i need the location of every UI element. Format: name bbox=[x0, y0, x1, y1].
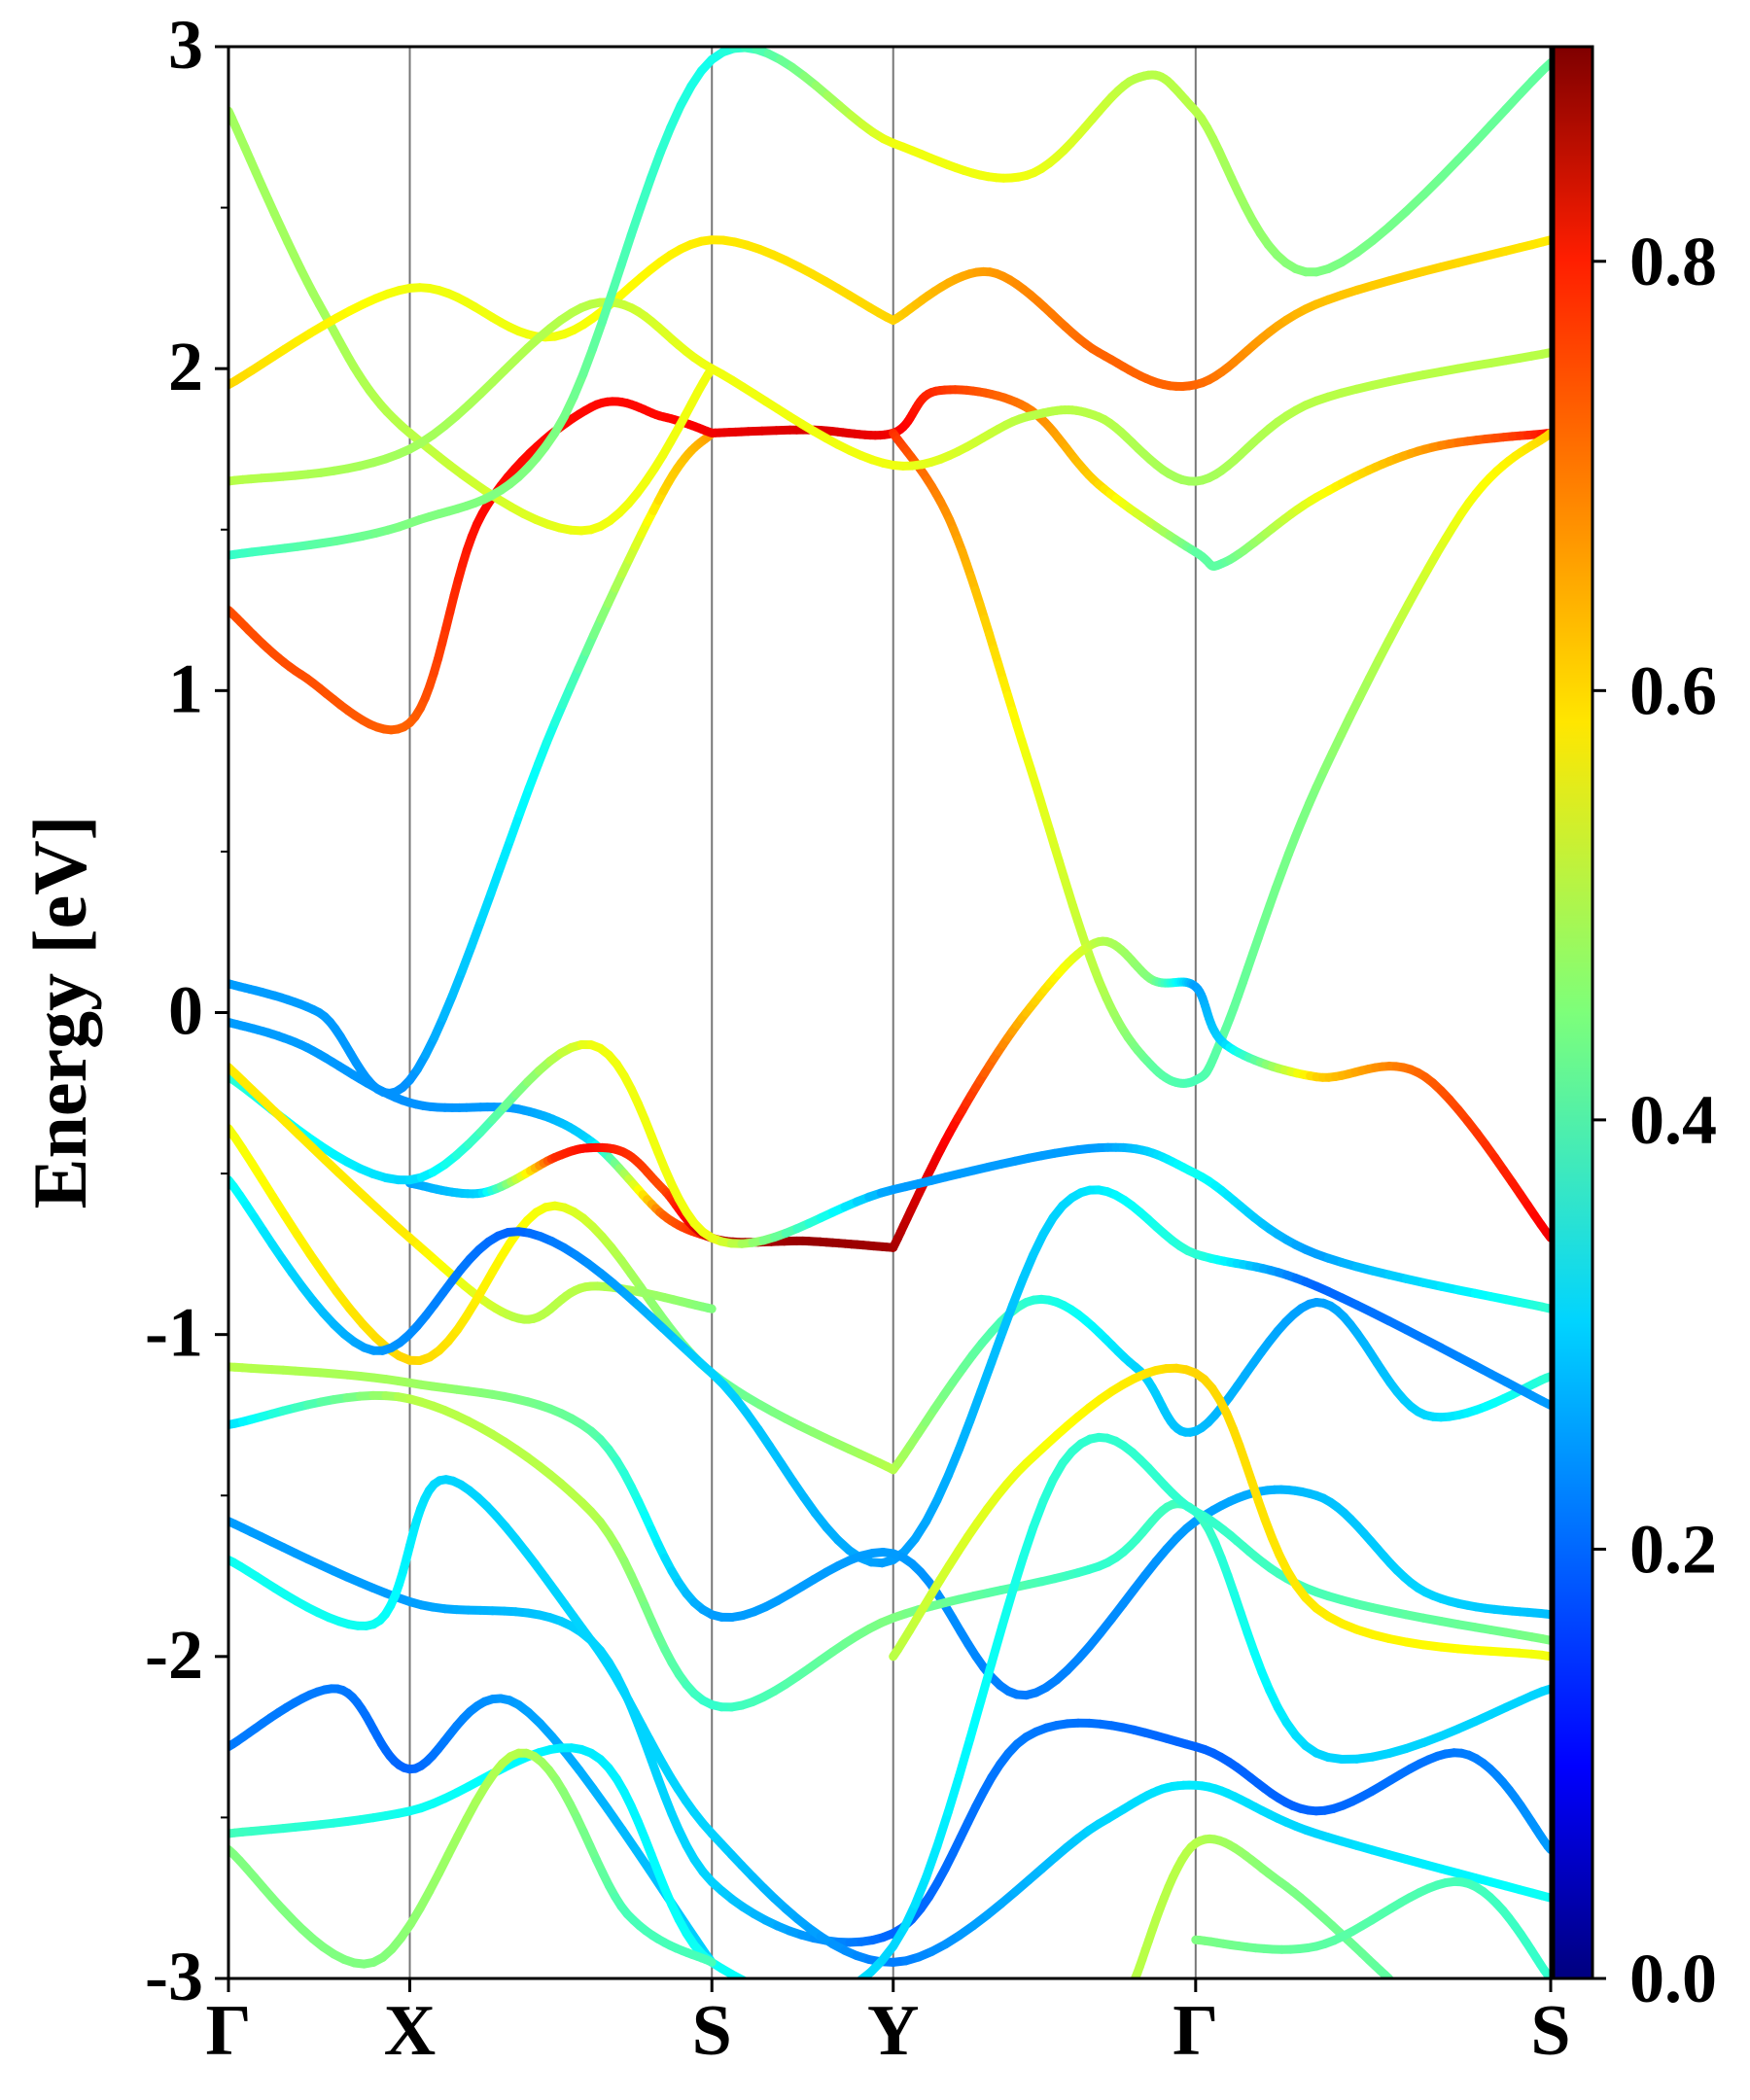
y-tick-label: -3 bbox=[145, 1938, 203, 2015]
band-segment bbox=[607, 260, 626, 298]
band-segment bbox=[1029, 1496, 1048, 1532]
band-11 bbox=[228, 47, 1551, 560]
band-segment bbox=[823, 1993, 835, 1996]
band-segment bbox=[976, 1357, 997, 1396]
band-segment bbox=[955, 1733, 975, 1781]
band-segment bbox=[855, 1977, 862, 1978]
band-segment bbox=[835, 1988, 847, 1993]
plot-frame bbox=[227, 45, 1553, 1980]
band-9 bbox=[889, 235, 1551, 391]
band-3 bbox=[889, 428, 1551, 1088]
colorbar-tick-label: 0.0 bbox=[1629, 1940, 1717, 2017]
band-segment bbox=[932, 1471, 953, 1505]
band-segment bbox=[703, 1303, 717, 1313]
band-18 bbox=[228, 1390, 1551, 1764]
band-24 bbox=[889, 1363, 1551, 1662]
band-6 bbox=[889, 936, 1551, 1252]
band-segment bbox=[457, 942, 476, 976]
band-segment bbox=[1018, 1522, 1038, 1562]
colorbar bbox=[1552, 45, 1594, 1980]
band-14 bbox=[228, 1124, 898, 1475]
y-tick-label: -2 bbox=[145, 1616, 203, 1694]
band-segment bbox=[626, 202, 646, 240]
y-tick-label: 3 bbox=[168, 6, 203, 84]
band-segment bbox=[965, 1386, 986, 1425]
bands bbox=[228, 47, 1551, 1998]
band-10 bbox=[228, 298, 1551, 486]
band-segment bbox=[496, 835, 515, 871]
x-tick-label: X bbox=[384, 1991, 436, 2071]
x-tick-label: S bbox=[1530, 1991, 1570, 2071]
band-segment bbox=[943, 1444, 964, 1481]
band-7 bbox=[228, 106, 717, 536]
colorbar-tick-label: 0.2 bbox=[1629, 1510, 1717, 1588]
band-5 bbox=[405, 1142, 898, 1252]
band-16 bbox=[228, 1175, 1551, 1568]
band-12 bbox=[228, 1040, 1551, 1313]
colorbar-tick-label: 0.6 bbox=[1629, 651, 1717, 729]
band-segment bbox=[476, 889, 496, 925]
y-tick-label: -1 bbox=[145, 1294, 203, 1372]
band-17 bbox=[228, 1362, 1551, 1700]
band-segment bbox=[515, 784, 534, 818]
band-segment bbox=[1008, 1274, 1028, 1310]
band-segment bbox=[987, 1622, 1007, 1667]
band-22 bbox=[228, 1432, 1551, 1998]
band-segment bbox=[597, 289, 616, 327]
band-segment bbox=[506, 809, 525, 844]
colorbar-tick-label: 0.8 bbox=[1629, 223, 1717, 300]
band-segment bbox=[578, 344, 598, 379]
band-segment bbox=[1008, 1553, 1028, 1595]
band-25 bbox=[1131, 1834, 1394, 1978]
y-axis-label: Energy [eV] bbox=[18, 815, 102, 1208]
y-tick-label: 0 bbox=[168, 972, 203, 1050]
y-tick-label: 1 bbox=[168, 649, 203, 727]
band-segment bbox=[965, 1696, 986, 1743]
band-segment bbox=[656, 122, 676, 157]
band-segment bbox=[706, 428, 717, 438]
y-axis-ticks: -3 -2 -1 0 1 2 3 bbox=[145, 6, 228, 2015]
band-segment bbox=[467, 916, 486, 951]
band-segment bbox=[646, 147, 665, 184]
band-26 bbox=[1191, 1876, 1551, 1978]
colorbar-ticks: 0.0 0.2 0.4 0.6 0.8 bbox=[1592, 223, 1717, 2017]
band-segment bbox=[588, 317, 607, 354]
colorbar-tick-label: 0.4 bbox=[1629, 1081, 1717, 1159]
band-segment bbox=[764, 1990, 776, 1994]
band-segment bbox=[922, 1841, 942, 1882]
band-segment bbox=[998, 1586, 1018, 1630]
band-segment bbox=[976, 1659, 997, 1705]
x-tick-label: Y bbox=[867, 1991, 919, 2071]
band-segment bbox=[753, 1985, 765, 1990]
band-segment bbox=[932, 1807, 953, 1851]
band-segment bbox=[616, 230, 636, 269]
band-segment bbox=[776, 1993, 788, 1996]
band-2 bbox=[228, 397, 717, 735]
band-15 bbox=[889, 1294, 1551, 1475]
band-segment bbox=[788, 1996, 799, 1998]
x-tick-label: S bbox=[692, 1991, 732, 2071]
band-segment bbox=[943, 1771, 964, 1817]
y-tick-label: 2 bbox=[168, 328, 203, 405]
band-segment bbox=[998, 1300, 1018, 1338]
band-segment bbox=[486, 861, 506, 898]
band-segment bbox=[812, 1997, 823, 1998]
x-tick-label: Γ bbox=[1172, 1991, 1218, 2071]
band-segment bbox=[636, 174, 655, 211]
band-segment bbox=[738, 1976, 750, 1978]
band-19 bbox=[228, 1517, 1551, 1947]
band-segment bbox=[955, 1416, 975, 1453]
band-segment bbox=[987, 1328, 1007, 1367]
x-tick-label: Γ bbox=[205, 1991, 251, 2071]
band-1 bbox=[707, 385, 1551, 571]
band-20 bbox=[228, 1475, 1551, 1967]
band-segment bbox=[910, 1872, 931, 1909]
band-segment bbox=[704, 1956, 717, 1967]
